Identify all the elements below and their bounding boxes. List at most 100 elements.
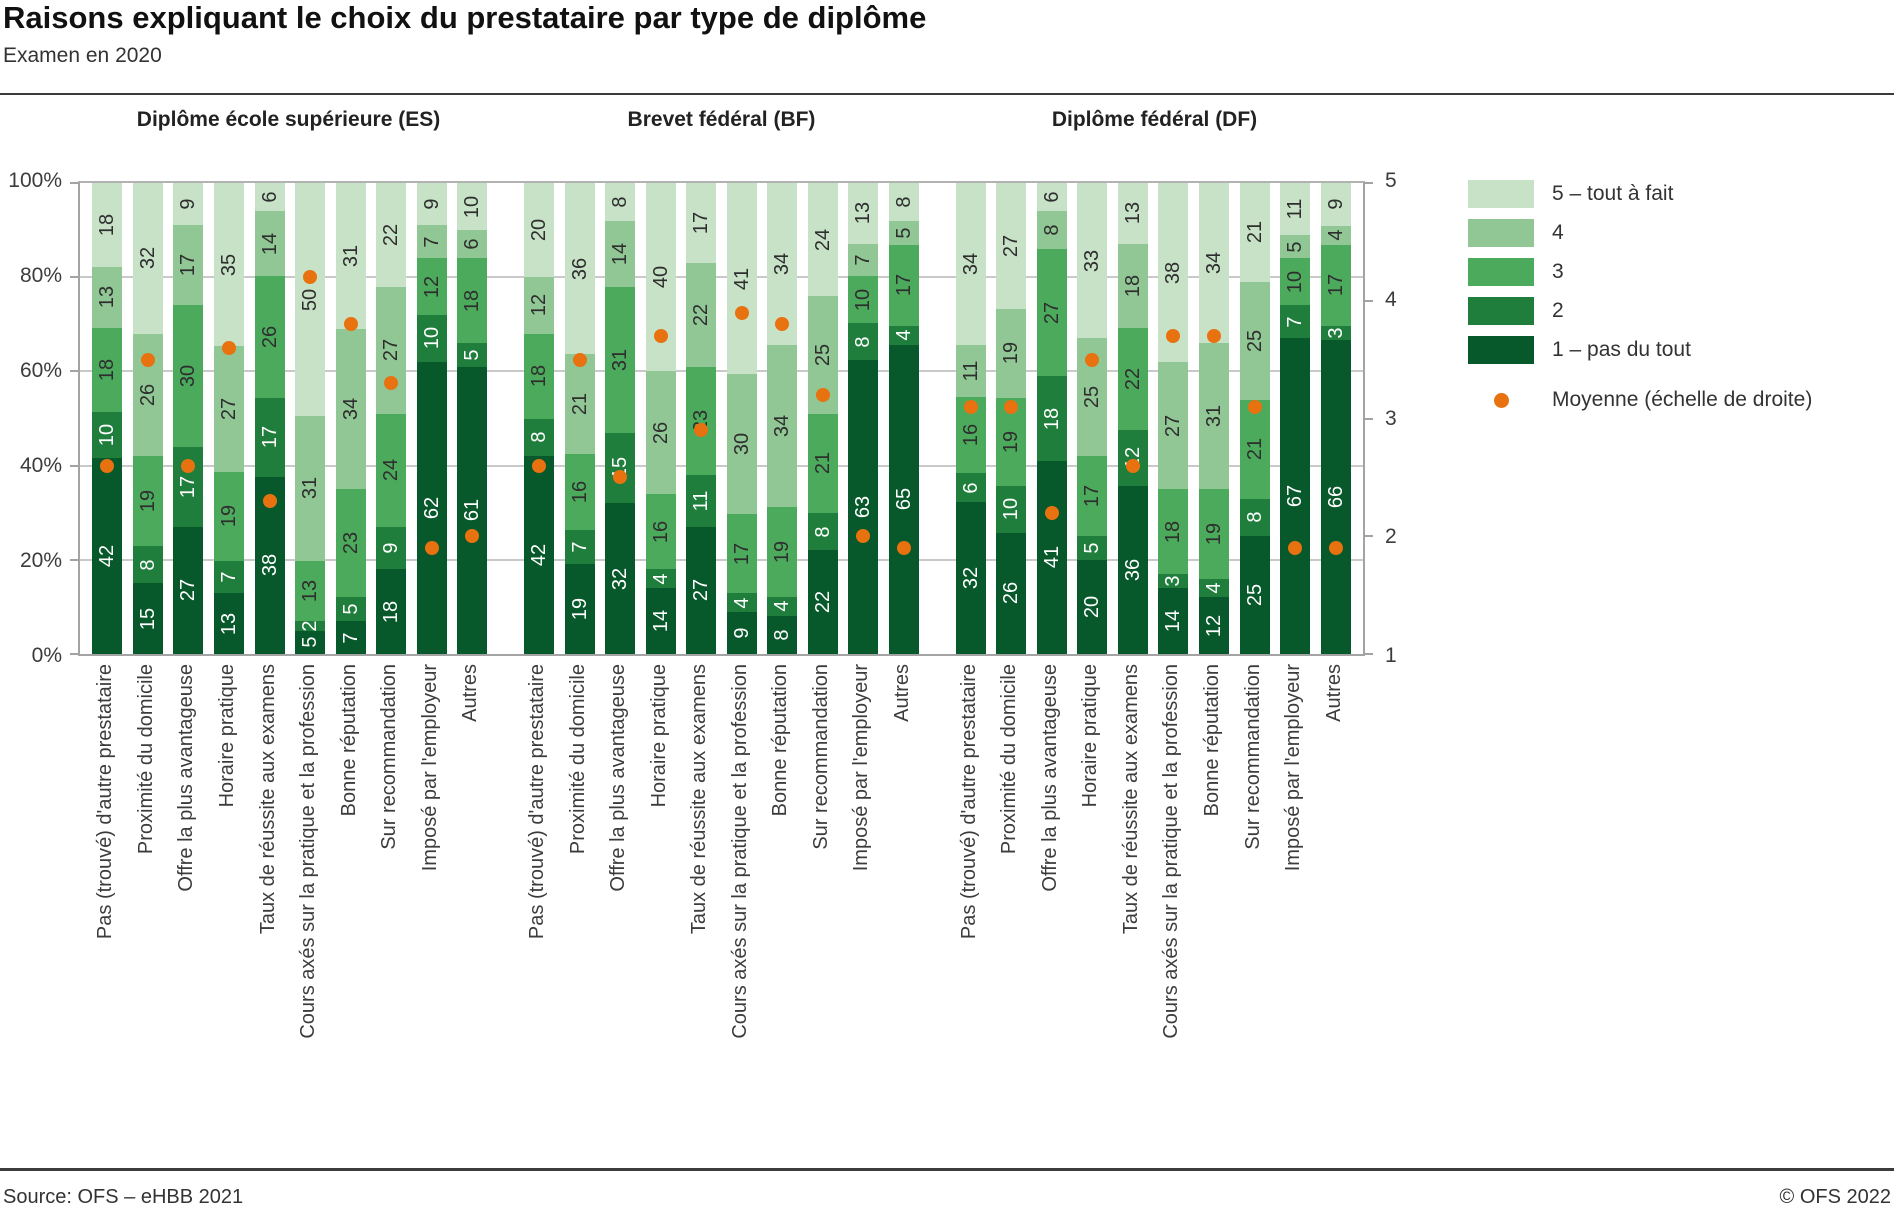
panel-title: Brevet fédéral (BF)	[627, 108, 816, 131]
segment-value-label: 9	[420, 198, 443, 210]
category-label: Pas (trouvé) d'autre prestataire	[525, 664, 548, 940]
mean-dot	[1288, 541, 1303, 556]
category-label: Imposé par l'employeur	[418, 664, 441, 872]
bar-segment: 17	[686, 183, 717, 264]
bar-segment: 19	[1199, 489, 1229, 579]
category-label: Pas (trouvé) d'autre prestataire	[94, 664, 117, 940]
bar-segment: 5	[295, 630, 326, 654]
mean-dot	[694, 423, 709, 438]
gridline	[80, 558, 1363, 561]
segment-value-label: 4	[730, 597, 753, 609]
bar-segment: 21	[564, 354, 595, 455]
mean-dot	[1328, 541, 1343, 556]
segment-value-label: 11	[690, 490, 713, 512]
legend-label: 4	[1552, 221, 1564, 244]
segment-value-label: 22	[690, 303, 713, 327]
legend-item: 3	[1468, 258, 1888, 286]
bar-segment: 17	[254, 397, 285, 477]
segment-value-label: 8	[609, 196, 632, 208]
mean-dot	[1125, 458, 1140, 473]
gridline	[80, 464, 1363, 467]
segment-value-label: 12	[527, 294, 550, 317]
category-label: Horaire pratique	[647, 664, 670, 808]
legend-label: 2	[1552, 299, 1564, 322]
mean-dot	[303, 270, 318, 285]
chart-title: Raisons expliquant le choix du prestatai…	[3, 0, 927, 35]
bar-segment: 18	[92, 327, 123, 412]
bar-slot: 8 4 19 34 34 Bonne réputation	[762, 183, 803, 816]
category-label: Offre la plus avantageuse	[1038, 664, 1061, 892]
bar-slot: 5 2 13 31 50 Cours axés sur la pratique et la…	[290, 183, 331, 1039]
bar-segment: 5	[457, 343, 488, 367]
bar-segment: 42	[523, 456, 554, 654]
right-axis-tick	[1365, 535, 1373, 538]
bar-segment: 18	[457, 258, 488, 344]
bar-segment: 10	[996, 486, 1027, 533]
bar-segment: 67	[1280, 338, 1311, 654]
bar-segment: 27	[1036, 248, 1067, 377]
segment-value-label: 17	[177, 254, 200, 277]
bar-segment: 14	[605, 220, 636, 287]
bar-slot: 63 8 10 7 13 Imposé par l'employeur	[843, 183, 884, 871]
bar-slot: 61 5 18 6 10 Autres	[452, 183, 493, 722]
bar-slot: 26 10 19 19 27 Proximité du domicile	[991, 183, 1032, 854]
category-label: Horaire pratique	[215, 664, 238, 808]
segment-value-label: 10	[1000, 498, 1023, 521]
segment-value-label: 21	[1243, 221, 1266, 244]
segment-value-label: 19	[1203, 522, 1225, 546]
bar-slot: 62 10 12 7 9 Imposé par l'employeur	[412, 183, 453, 871]
bar-segment: 17	[1077, 456, 1108, 537]
bar-group: 20 5 17 25 33	[1077, 183, 1108, 654]
segment-value-label: 8	[136, 558, 159, 571]
bar-group: 19 7 16 21 36	[564, 183, 595, 654]
mean-dot	[775, 317, 790, 332]
bar-panel: 42 10 18 13 18 Pas (trouvé) d'autre prestatai…	[87, 183, 493, 1039]
segment-value-label: 22	[811, 591, 834, 614]
bar-group: 32 6 16 11 34	[955, 183, 986, 654]
panel-title: Diplôme fédéral (DF)	[1051, 108, 1258, 131]
segment-value-label: 50	[299, 288, 322, 311]
segment-value-label: 18	[380, 600, 403, 623]
bar-group: 14 3 18 27 38	[1158, 183, 1189, 654]
bar-segment: 13	[848, 183, 879, 244]
segment-value-label: 30	[177, 365, 200, 388]
segment-value-label: 4	[893, 329, 916, 341]
mean-dot	[465, 529, 480, 544]
segment-value-label: 6	[258, 191, 281, 203]
segment-value-label: 65	[893, 488, 916, 511]
segment-value-label: 36	[568, 257, 591, 280]
bar-segment: 8	[767, 615, 798, 654]
category-label: Imposé par l'employeur	[1282, 664, 1305, 872]
footer-source: Source: OFS – eHBB 2021	[3, 1186, 244, 1208]
bar-segment: 10	[416, 314, 447, 362]
bar-segment: 3	[1320, 325, 1351, 341]
segment-value-label: 26	[136, 383, 159, 407]
segment-value-label: 8	[1243, 511, 1266, 523]
bar-segment: 26	[254, 276, 285, 398]
bar-segment: 10	[457, 183, 488, 231]
category-label: Pas (trouvé) d'autre prestataire	[957, 664, 980, 940]
bar-segment: 41	[1036, 460, 1067, 654]
bar-slot: 41 18 27 8 6 Offre la plus avantageuse	[1031, 183, 1072, 892]
segment-value-label: 17	[258, 426, 281, 449]
bar-segment: 8	[889, 183, 920, 222]
left-axis-tick	[70, 370, 78, 373]
bar-segment: 63	[848, 360, 879, 654]
mean-dot	[856, 529, 871, 544]
segment-value-label: 33	[1081, 249, 1104, 272]
bar-segment: 34	[1199, 183, 1229, 344]
legend-swatch	[1468, 258, 1534, 286]
mean-dot	[1085, 352, 1100, 367]
bar-group: 5 2 13 31 50	[295, 183, 326, 654]
bar-segment: 19	[767, 506, 798, 597]
bar-panel: 32 6 16 11 34 Pas (trouvé) d'autre prestatair…	[950, 183, 1356, 1039]
bar-segment: 7	[335, 621, 366, 654]
bar-segment: 7	[564, 530, 595, 564]
bar-segment: 4	[767, 596, 798, 616]
bar-slot: 14 4 16 26 40 Horaire pratique	[640, 183, 681, 807]
bar-segment: 10	[848, 276, 879, 323]
segment-value-label: 34	[959, 252, 982, 276]
bar-segment: 33	[1077, 183, 1108, 339]
bar-segment: 12	[1117, 430, 1148, 487]
segment-value-label: 5	[339, 603, 362, 615]
